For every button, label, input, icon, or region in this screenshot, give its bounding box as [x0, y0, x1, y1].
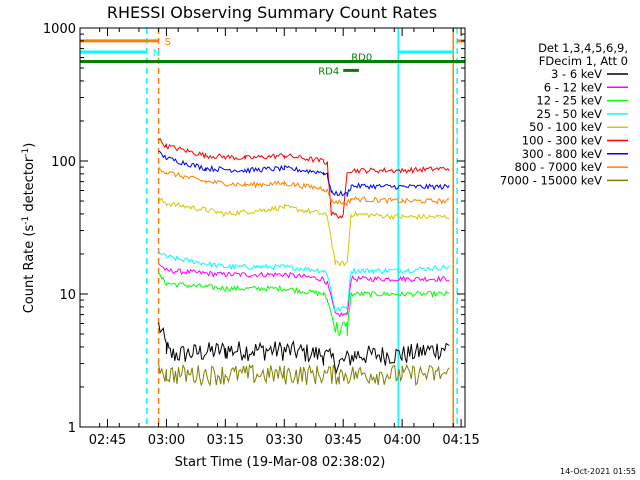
- x-tick-label: 03:15: [207, 433, 244, 448]
- legend-entry-50-100-kev: 50 - 100 keV: [529, 120, 602, 134]
- event-label-rd0: RD0: [351, 52, 372, 63]
- y-tick-label: 1000: [43, 22, 76, 37]
- x-tick-label: 03:30: [266, 433, 303, 448]
- legend-entry-3-6-kev: 3 - 6 keV: [551, 67, 602, 81]
- series-line-50-100-kev: [158, 196, 450, 267]
- vertical-markers: [146, 28, 458, 427]
- series-line-25-50-kev: [158, 249, 450, 313]
- series-line-300-800-kev: [158, 150, 450, 197]
- footer-timestamp: 14-Oct-2021 01:55: [560, 467, 636, 476]
- x-axis: 02:45 03:00 03:15 03:30 03:45 04:00 04:15: [79, 28, 480, 448]
- chart-title: RHESSI Observing Summary Count Rates: [107, 3, 437, 22]
- x-tick-label: 02:45: [89, 433, 126, 448]
- legend-entry-12-25-kev: 12 - 25 keV: [536, 94, 602, 108]
- x-tick-label: 03:45: [324, 433, 361, 448]
- legend-entry-100-300-kev: 100 - 300 keV: [522, 134, 602, 148]
- legend-header-2: FDecim 1, Att 0: [539, 54, 628, 68]
- y-tick-label: 10: [59, 288, 76, 303]
- series-line-800-7000-kev: [158, 166, 450, 208]
- legend-header-1: Det 1,3,4,5,6,9,: [538, 41, 628, 55]
- legend-entry-800-7000-kev: 800 - 7000 keV: [514, 160, 602, 174]
- legend: Det 1,3,4,5,6,9, FDecim 1, Att 0 3 - 6 k…: [500, 41, 628, 187]
- event-label-n: N: [153, 48, 160, 59]
- series-line-100-300-kev: [158, 137, 450, 220]
- legend-entry-7000-15000-kev: 7000 - 15000 keV: [500, 173, 602, 187]
- event-bars: SN RD0 RD4: [80, 37, 465, 77]
- y-tick-label: 1: [68, 421, 76, 436]
- series-line-12-25-kev: [158, 272, 450, 337]
- x-axis-label: Start Time (19-Mar-08 02:38:02): [175, 455, 386, 470]
- event-label-rd4: RD4: [318, 66, 339, 77]
- x-tick-label: 04:00: [383, 433, 420, 448]
- legend-entry-6-12-kev: 6 - 12 keV: [544, 80, 602, 94]
- y-axis-label: Count Rate (s-1 detector-1): [21, 143, 37, 314]
- y-tick-label: 100: [51, 155, 76, 170]
- legend-entry-25-50-kev: 25 - 50 keV: [536, 107, 602, 121]
- legend-entry-300-800-kev: 300 - 800 keV: [522, 147, 602, 161]
- series-line-3-6-kev: [158, 322, 450, 375]
- series-line-7000-15000-kev: [158, 363, 450, 387]
- y-axis: 1 10 100 1000: [43, 22, 465, 436]
- series-line-6-12-kev: [158, 263, 450, 318]
- series-lines: [158, 137, 450, 387]
- plot-frame: [79, 27, 466, 428]
- event-label-s: S: [165, 37, 171, 48]
- x-tick-label: 03:00: [148, 433, 185, 448]
- x-tick-label: 04:15: [442, 433, 479, 448]
